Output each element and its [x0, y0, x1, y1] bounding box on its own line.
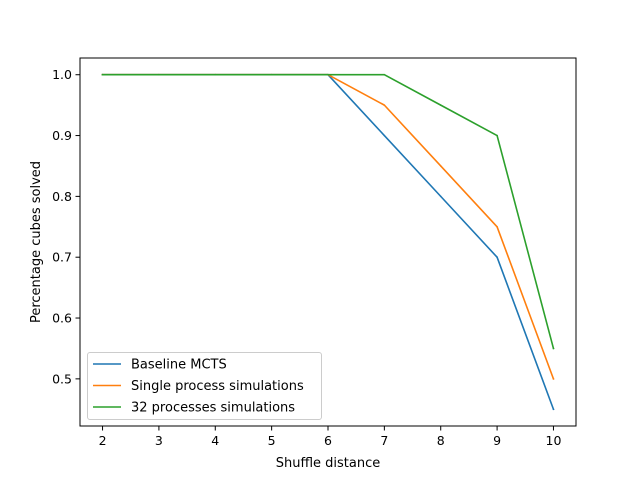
series-1-point-8 [552, 378, 555, 380]
legend: Baseline MCTS Single process simulations 3… [87, 352, 322, 420]
y-tick-label: 0.5 [52, 371, 72, 386]
x-tick-label: 2 [99, 433, 107, 448]
y-tick-label: 0.8 [52, 189, 72, 204]
series-2-point-7 [496, 134, 498, 137]
y-tick-label: 0.9 [52, 128, 72, 143]
series-2-point-6 [439, 104, 442, 106]
x-tick-label: 5 [268, 433, 276, 448]
series-2-point-3 [270, 73, 273, 76]
series-2-point-2 [214, 73, 217, 76]
series-2-point-8 [552, 347, 555, 350]
legend-label-2: 32 processes simulations [131, 401, 295, 416]
series-0-point-5 [383, 134, 386, 137]
y-axis-ticks: 0.5 0.6 0.7 0.8 0.9 1.0 [52, 67, 80, 386]
x-tick-label: 4 [211, 433, 219, 448]
x-axis-label: Shuffle distance [276, 456, 381, 471]
series-2-point-0 [101, 73, 104, 76]
y-axis-label: Percentage cubes solved [29, 161, 44, 323]
x-tick-label: 8 [437, 433, 445, 448]
legend-label-1: Single process simulations [131, 379, 304, 394]
x-tick-label: 3 [155, 433, 163, 448]
legend-box [87, 352, 322, 420]
x-tick-label: 10 [546, 433, 562, 448]
series-2-point-5 [383, 73, 386, 76]
x-tick-label: 6 [324, 433, 332, 448]
x-tick-label: 7 [380, 433, 388, 448]
y-tick-label: 0.6 [52, 311, 72, 326]
y-tick-label: 0.7 [52, 250, 72, 265]
x-axis-ticks: 2 3 4 5 6 7 8 9 10 [99, 426, 562, 448]
series-2-point-1 [158, 73, 160, 76]
legend-label-0: Baseline MCTS [131, 358, 227, 373]
x-tick-label: 9 [493, 433, 501, 448]
series-1-point-6 [439, 165, 442, 167]
series-2-point-4 [327, 73, 329, 76]
series-1-point-5 [383, 104, 386, 106]
series-layer [101, 73, 555, 411]
y-tick-label: 1.0 [52, 67, 72, 82]
series-0-point-8 [552, 408, 555, 411]
series-0-point-7 [496, 256, 498, 259]
series-0-point-6 [439, 195, 442, 198]
series-1-point-7 [496, 225, 498, 228]
